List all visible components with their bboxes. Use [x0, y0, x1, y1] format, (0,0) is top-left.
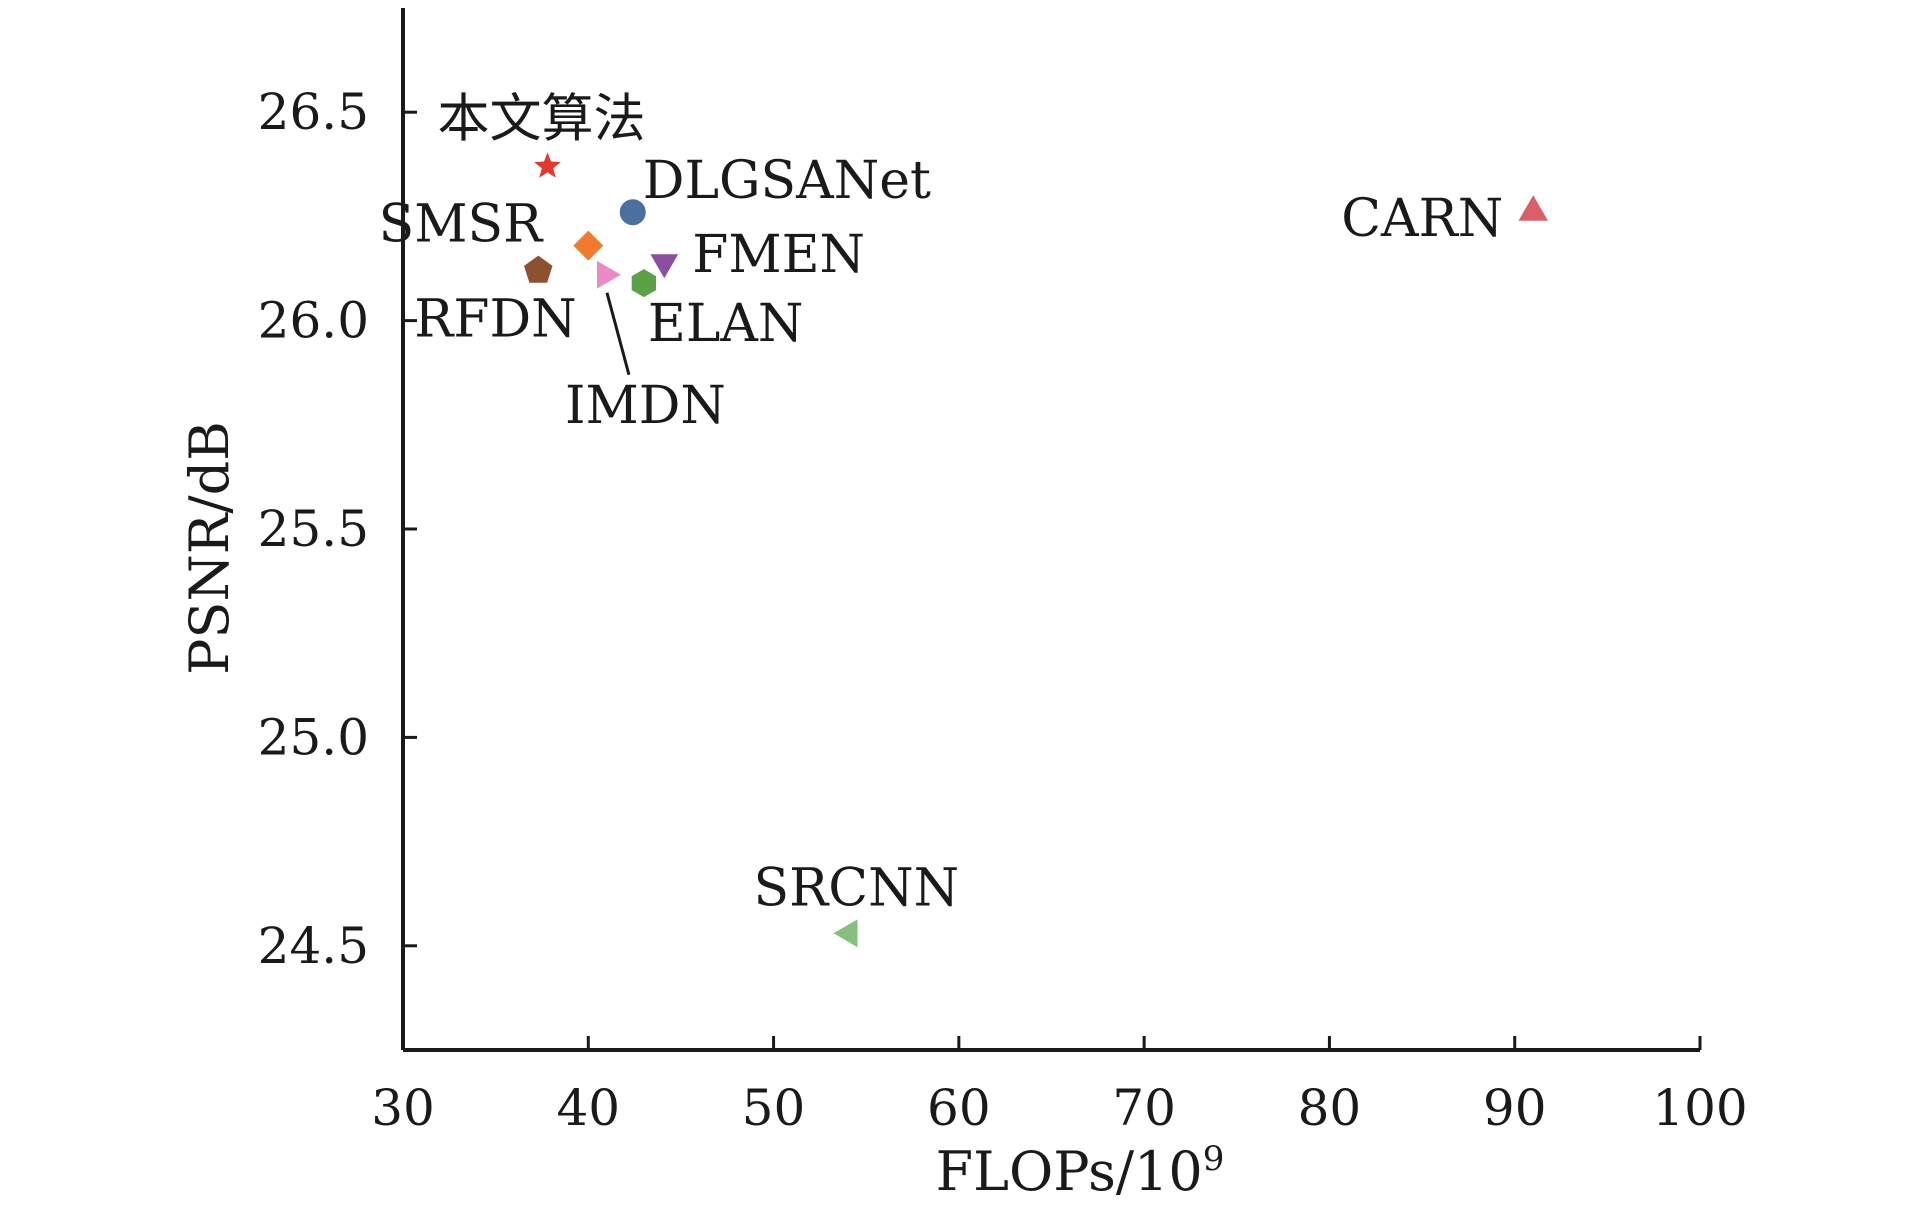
point-label: ELAN — [648, 294, 804, 354]
y-tick-label: 26.0 — [258, 292, 369, 350]
marker-triangle-down — [650, 254, 679, 279]
marker-hexagon — [631, 269, 656, 298]
x-axis-title-superscript: 9 — [1203, 1139, 1225, 1179]
marker-triangle-right — [597, 260, 621, 289]
y-tick-label: 25.5 — [258, 500, 369, 558]
y-tick-label: 24.5 — [258, 917, 369, 975]
marker-pentagon — [524, 255, 553, 283]
point-label: 本文算法 — [438, 89, 646, 149]
marker-circle — [619, 199, 646, 226]
x-tick-label: 80 — [1298, 1079, 1362, 1137]
x-tick-label: 30 — [371, 1079, 435, 1137]
x-tick-label: 100 — [1652, 1079, 1747, 1137]
point-label: RFDN — [414, 290, 576, 350]
marker-star — [534, 152, 561, 178]
marker-triangle-left — [833, 919, 858, 948]
x-tick-label: 50 — [742, 1079, 806, 1137]
marker-diamond — [573, 230, 604, 261]
x-axis-title: FLOPs/109 — [936, 1139, 1225, 1203]
marker-triangle-up — [1518, 195, 1548, 221]
x-tick-label: 90 — [1483, 1079, 1547, 1137]
y-tick-label: 25.0 — [258, 708, 369, 766]
x-tick-label: 60 — [927, 1079, 991, 1137]
point-label: FMEN — [692, 225, 865, 285]
point-label: DLGSANet — [643, 151, 931, 211]
point-label: IMDN — [565, 376, 726, 436]
x-tick-label: 40 — [556, 1079, 620, 1137]
data-points — [524, 152, 1548, 948]
x-tick-label: 70 — [1112, 1079, 1176, 1137]
x-axis-title-main: FLOPs/10 — [936, 1140, 1203, 1203]
point-label: SMSR — [379, 195, 544, 255]
leader-line — [605, 292, 631, 376]
point-label: SRCNN — [754, 858, 960, 918]
y-tick-label: 26.5 — [258, 83, 369, 141]
point-label: CARN — [1341, 189, 1503, 249]
axes: 30 40 50 60 70 80 90 100 24.5 25.0 25.5 26.0 26.5 — [258, 8, 1748, 1137]
y-axis-title: PSNR/dB — [178, 421, 241, 675]
